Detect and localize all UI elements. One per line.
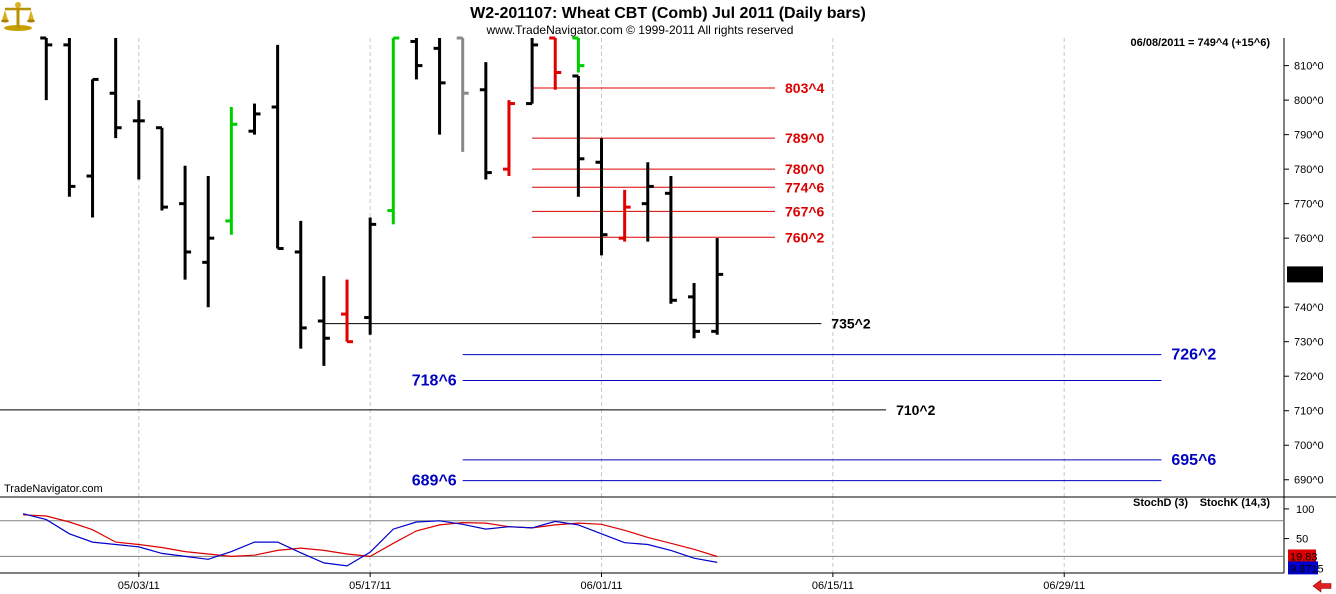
ohlc-bar [317,276,330,366]
stoch-k-last-box [1288,561,1318,575]
ohlc-bar [502,100,515,177]
last-price-info: 06/08/2011 = 749^4 (+15^6) [1131,37,1271,49]
y-tick-label: 740^0 [1294,302,1324,314]
x-tick-label: 06/01/11 [581,580,623,592]
ohlc-bar [109,38,122,139]
stoch-y-tick-label: 100 [1296,504,1314,516]
level-label: 774^6 [785,179,825,195]
level-label: 710^2 [896,402,936,418]
level-label: 718^6 [412,373,457,390]
stoch-legend-d: StochD (3) [1133,497,1188,509]
ohlc-bar [155,126,168,211]
ohlc-bar [410,38,423,80]
y-tick-label: 730^0 [1294,337,1324,349]
y-tick-label: 810^0 [1294,61,1324,73]
ohlc-bar [456,36,469,152]
stoch-legend-k: StochK (14,3) [1200,497,1271,509]
ohlc-bar [664,176,677,304]
y-tick-label: 760^0 [1294,233,1324,245]
ohlc-bar [526,38,539,106]
level-label: 803^4 [785,80,825,96]
stoch-y-tick-label: 50 [1296,534,1308,546]
x-tick-label: 05/17/11 [349,580,391,592]
ohlc-bar [549,36,562,90]
ohlc-bar [202,176,215,308]
ohlc-bar [271,44,284,251]
x-tick-label: 06/15/11 [812,580,854,592]
ohlc-bar [641,162,654,242]
copyright-text: www.TradeNavigator.com © 1999-2011 All r… [486,23,794,37]
ohlc-bar [387,36,400,225]
stoch-d-last-box [1288,549,1316,563]
y-tick-label: 800^0 [1294,95,1324,107]
last-price-box [1287,266,1323,283]
stoch-d-last-label: 19.83 [1290,551,1318,563]
y-tick-label: 790^0 [1294,130,1324,142]
chart-title: W2-201107: Wheat CBT (Comb) Jul 2011 (Da… [470,5,866,22]
level-label: 760^2 [785,229,825,245]
ohlc-bar [364,217,377,335]
ohlc-bar [132,100,145,180]
ohlc-bars [40,36,724,366]
level-label: 726^2 [1171,347,1216,364]
x-tick-label: 06/29/11 [1043,580,1085,592]
levels-layer: 803^4 789^0 780^0 774^6 767^6 760^2 735^2 726^2… [0,80,1216,490]
y-tick-label: 770^0 [1294,199,1324,211]
level-label: 735^2 [831,316,871,332]
ohlc-bar [341,279,354,344]
level-label: 695^6 [1171,452,1216,469]
y-tick-label: 700^0 [1294,440,1324,452]
ohlc-bar [63,38,76,197]
frame-layer [0,38,1336,574]
ohlc-bar [595,138,608,256]
ohlc-bar [179,165,192,280]
ohlc-bar [479,62,492,180]
stochastic-panel: 100 50 StochD (3) StochK (14,3) 19.839.8715 [0,497,1324,575]
ohlc-bar [294,220,307,349]
ohlc-bar [618,189,631,242]
stoch-line-k [22,513,718,567]
ohlc-bar [688,283,701,339]
axis-layer: 05/03/11 05/17/11 06/01/11 06/15/11 06/29/11… [118,61,1324,592]
ohlc-bar [248,103,261,135]
stoch-k-last-label: 9.8715 [1290,563,1324,575]
level-label: 789^0 [785,130,825,146]
y-tick-label: 690^0 [1294,475,1324,487]
y-tick-label: 720^0 [1294,371,1324,383]
ohlc-bar [86,77,99,218]
level-label: 780^0 [785,161,825,177]
last-price-label: 749^4 [1290,269,1320,281]
ohlc-bar [40,36,53,101]
watermark-text: TradeNavigator.com [4,483,103,495]
y-tick-label: 710^0 [1294,406,1324,418]
y-tick-label: 780^0 [1294,164,1324,176]
scroll-right-button[interactable] [1312,579,1332,593]
stoch-line-d [23,514,718,558]
ohlc-bar [225,107,238,235]
ohlc-bar [572,36,585,73]
x-tick-label: 05/03/11 [118,580,160,592]
ohlc-bar [433,38,446,135]
level-label: 689^6 [412,473,457,490]
trading-scale-logo-icon[interactable] [1,2,35,31]
level-label: 767^6 [785,203,825,219]
ohlc-bar [572,74,585,197]
ohlc-bar [711,238,724,335]
